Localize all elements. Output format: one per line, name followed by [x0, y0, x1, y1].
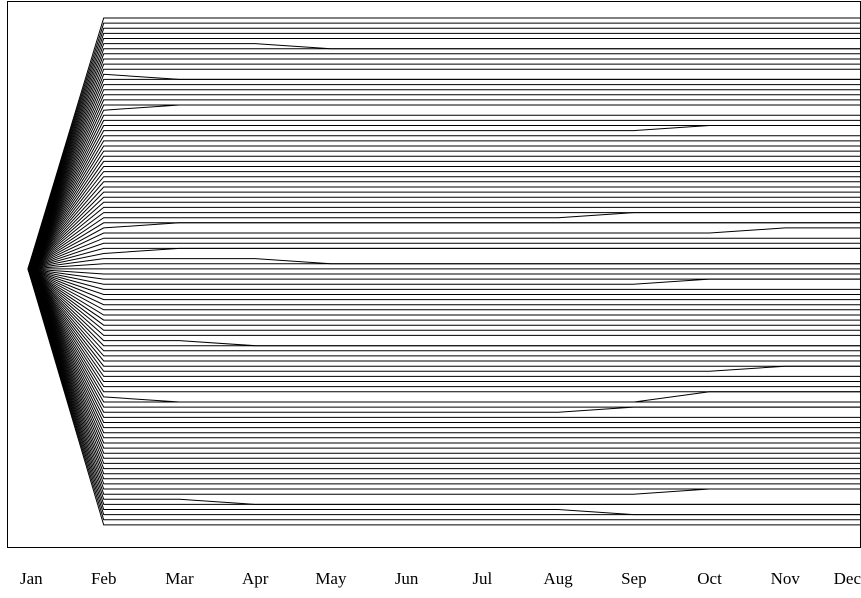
x-tick-label-jun: Jun: [395, 569, 419, 588]
series-line: [28, 161, 861, 269]
series-line: [28, 269, 861, 469]
series-line: [28, 223, 861, 269]
series-line: [28, 49, 861, 269]
series-line: [28, 213, 861, 269]
series-line: [28, 269, 861, 346]
series-line: [28, 269, 861, 458]
series-line: [28, 151, 861, 269]
series-line: [28, 213, 861, 269]
x-tick-label-may: May: [315, 569, 347, 588]
series-line: [28, 269, 861, 489]
series-line: [28, 269, 861, 387]
x-tick-label-feb: Feb: [91, 569, 117, 588]
series-line: [28, 69, 861, 269]
series-line: [28, 269, 861, 295]
series-line: [28, 90, 861, 269]
x-tick-label-nov: Nov: [771, 569, 801, 588]
x-tick-label-sep: Sep: [621, 569, 647, 588]
x-tick-label-oct: Oct: [697, 569, 722, 588]
series-line: [28, 182, 861, 269]
series-line: [28, 79, 861, 269]
series-line: [28, 243, 861, 269]
series-line: [28, 223, 861, 269]
series-line: [28, 269, 861, 356]
series-line: [28, 269, 861, 377]
x-tick-label-aug: Aug: [543, 569, 573, 588]
series-line: [28, 269, 861, 525]
series-line: [28, 269, 861, 274]
x-tick-label-jul: Jul: [472, 569, 492, 588]
series-line: [28, 269, 861, 346]
series-line: [28, 269, 861, 418]
series-line: [28, 269, 861, 366]
series-line: [28, 269, 861, 428]
series-line: [28, 187, 861, 269]
series-line: [28, 172, 861, 269]
x-tick-label-apr: Apr: [242, 569, 269, 588]
series-line: [28, 269, 861, 325]
series-layer: [28, 18, 861, 525]
series-line: [28, 264, 861, 269]
series-line: [28, 269, 861, 284]
series-line: [28, 269, 861, 448]
series-line: [28, 120, 861, 269]
series-line: [28, 59, 861, 269]
series-line: [28, 192, 861, 269]
x-axis-tick-labels: Jan Feb Mar Apr May Jun Jul Aug Sep Oct Nov Dec: [20, 569, 861, 588]
series-line: [28, 269, 861, 315]
series-line: [28, 269, 861, 479]
x-tick-label-mar: Mar: [165, 569, 194, 588]
x-tick-label-jan: Jan: [20, 569, 43, 588]
series-line: [28, 39, 861, 269]
series-line: [28, 269, 861, 520]
x-tick-label-dec: Dec: [834, 569, 861, 588]
